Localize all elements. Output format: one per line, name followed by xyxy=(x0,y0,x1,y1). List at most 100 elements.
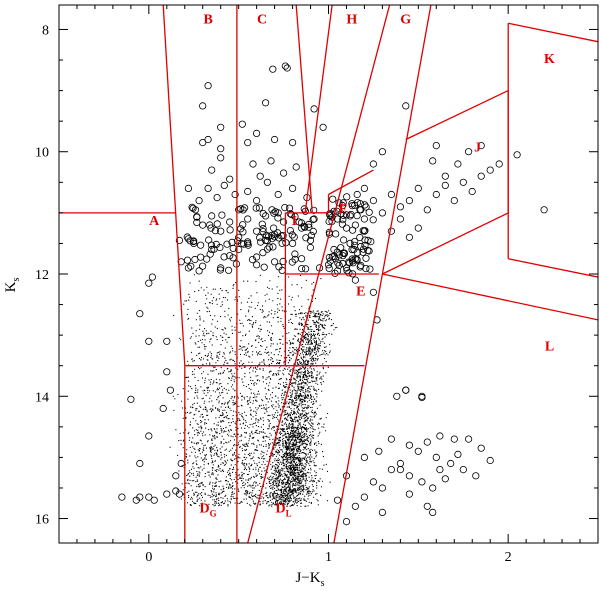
field-star-dot xyxy=(278,363,280,365)
field-star-dot xyxy=(194,368,196,370)
field-star-dot xyxy=(311,428,313,430)
field-star-dot xyxy=(259,503,262,505)
bright-star-circle xyxy=(253,261,261,269)
field-star-dot xyxy=(191,327,193,329)
field-star-dot xyxy=(309,357,311,360)
region-label-f: F xyxy=(339,202,348,217)
field-star-dot xyxy=(182,388,184,390)
field-star-dot xyxy=(261,407,263,410)
field-star-dot xyxy=(212,474,214,476)
field-star-dot xyxy=(253,460,255,462)
field-star-dot xyxy=(185,416,187,418)
field-star-dot xyxy=(200,466,202,468)
field-star-dot xyxy=(242,478,244,480)
field-star-dot xyxy=(295,472,297,474)
field-star-dot xyxy=(290,352,292,354)
bright-star-circle xyxy=(220,253,228,261)
bright-star-circle xyxy=(175,490,183,498)
field-star-dot xyxy=(301,346,304,348)
field-star-dot xyxy=(284,452,286,454)
field-star-dot xyxy=(216,450,219,452)
field-star-dot xyxy=(212,503,214,506)
field-star-dot xyxy=(250,410,252,412)
region-label-l: L xyxy=(545,339,554,354)
field-star-dot xyxy=(249,436,251,438)
field-star-dot xyxy=(282,397,284,399)
field-star-dot xyxy=(191,388,193,390)
field-star-dot xyxy=(299,427,301,429)
field-star-dot xyxy=(298,493,300,495)
field-star-dot xyxy=(210,395,212,397)
field-star-dot xyxy=(298,412,300,414)
field-star-dot xyxy=(274,466,276,468)
field-star-dot xyxy=(224,460,226,462)
field-star-dot xyxy=(262,340,264,343)
field-star-dot xyxy=(318,427,320,429)
field-star-dot xyxy=(279,436,281,438)
field-star-dot xyxy=(291,438,293,440)
bright-star-circle xyxy=(429,484,437,492)
field-star-dot xyxy=(211,496,213,498)
field-star-dot xyxy=(279,444,281,446)
field-star-dot xyxy=(256,474,258,476)
field-star-dot xyxy=(286,470,288,473)
field-star-dot xyxy=(300,389,302,391)
field-star-dot xyxy=(321,378,323,380)
field-star-dot xyxy=(270,479,272,481)
field-star-dot xyxy=(229,318,231,320)
field-star-dot xyxy=(300,312,302,314)
field-star-dot xyxy=(259,330,261,332)
field-star-dot xyxy=(255,412,257,414)
bright-star-circle xyxy=(365,247,373,255)
field-star-dot xyxy=(299,312,301,314)
field-star-dot xyxy=(288,452,290,454)
bright-star-circle xyxy=(287,211,295,219)
bright-star-circle xyxy=(234,237,242,245)
field-star-dot xyxy=(289,494,291,496)
field-star-dot xyxy=(264,412,266,414)
field-star-dot xyxy=(232,399,234,401)
field-star-dot xyxy=(222,296,224,299)
field-star-dot xyxy=(204,500,206,502)
field-star-dot xyxy=(198,410,200,412)
field-star-dot xyxy=(222,355,224,358)
field-star-dot xyxy=(218,392,221,394)
field-star-dot xyxy=(307,437,309,439)
field-star-dot xyxy=(293,408,295,410)
field-star-dot xyxy=(302,487,304,489)
bright-star-circle xyxy=(387,227,395,235)
field-star-dot xyxy=(284,494,286,496)
field-star-dot xyxy=(286,504,289,506)
field-star-dot xyxy=(262,377,264,379)
field-star-dot xyxy=(285,474,288,477)
field-star-dot xyxy=(229,474,231,476)
field-star-dot xyxy=(315,456,317,458)
field-star-dot xyxy=(228,470,230,472)
field-star-dot xyxy=(205,346,207,348)
field-star-dot xyxy=(223,464,225,466)
field-star-dot xyxy=(308,353,310,355)
bright-star-circle xyxy=(348,226,357,234)
field-star-dot xyxy=(290,342,292,344)
field-star-dot xyxy=(320,340,322,343)
field-star-dot xyxy=(294,390,296,392)
field-star-dot xyxy=(203,344,205,346)
field-star-dot xyxy=(277,403,279,405)
field-star-dot xyxy=(243,468,245,471)
field-star-dot xyxy=(307,324,309,326)
field-star-dot xyxy=(307,417,310,419)
field-star-dot xyxy=(233,433,235,435)
field-star-dot xyxy=(290,401,292,403)
field-star-dot xyxy=(303,485,305,487)
field-star-dot xyxy=(260,453,262,455)
field-star-dot xyxy=(314,389,316,391)
field-star-dot xyxy=(314,333,317,335)
field-star-dot xyxy=(247,442,249,444)
field-star-dot xyxy=(284,386,286,388)
field-star-dot xyxy=(291,444,293,446)
field-star-dot xyxy=(259,482,261,485)
field-star-dot xyxy=(238,444,240,446)
field-star-dot xyxy=(301,352,303,354)
field-star-dot xyxy=(266,491,268,493)
